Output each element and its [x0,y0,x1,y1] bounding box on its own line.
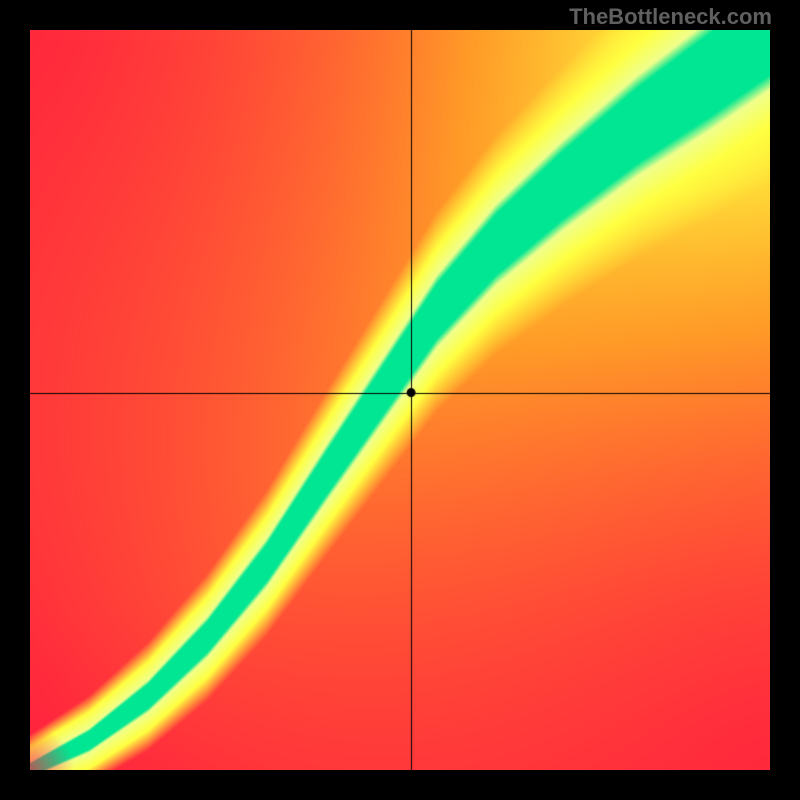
watermark-text: TheBottleneck.com [569,4,772,30]
chart-container: TheBottleneck.com [0,0,800,800]
bottleneck-heatmap [30,30,770,770]
